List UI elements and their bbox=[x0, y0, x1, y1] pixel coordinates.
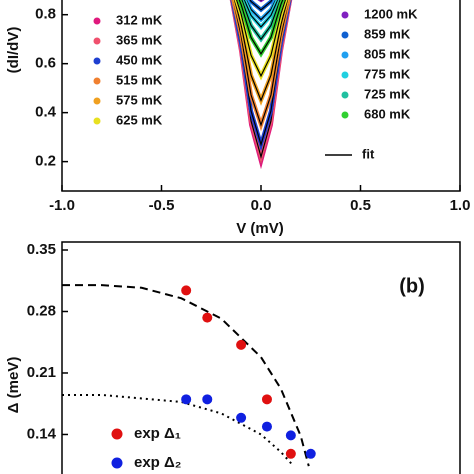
y-tick-label: 0.2 bbox=[35, 153, 56, 170]
fit-curve bbox=[233, 0, 289, 103]
y-tick-label: 0.35 bbox=[27, 241, 56, 258]
plot-frame bbox=[61, 241, 461, 474]
y-axis-label: (dI/dV) bbox=[5, 27, 22, 74]
legend-marker bbox=[341, 11, 349, 19]
y-tick-label: 0.4 bbox=[35, 104, 57, 121]
legend-label: exp Δ₂ bbox=[134, 454, 181, 471]
legend-label: 775 mK bbox=[364, 66, 411, 81]
legend-marker bbox=[341, 31, 349, 39]
x-axis-label: V (mV) bbox=[236, 220, 284, 237]
legend-marker bbox=[93, 117, 101, 125]
legend-label: 1200 mK bbox=[364, 6, 418, 21]
fit-curve bbox=[241, 0, 281, 41]
legend-label: 515 mK bbox=[116, 72, 163, 87]
x-tick-label: 1.0 bbox=[450, 197, 471, 214]
data-point bbox=[261, 394, 272, 405]
legend-label: fit bbox=[362, 146, 375, 161]
legend-marker bbox=[93, 97, 101, 105]
legend-label: 625 mK bbox=[116, 112, 163, 127]
legend-label: 365 mK bbox=[116, 32, 163, 47]
legend-marker bbox=[111, 428, 123, 440]
x-tick-label: 0.0 bbox=[251, 197, 272, 214]
data-point bbox=[236, 412, 247, 423]
data-point bbox=[261, 421, 272, 432]
fit-curve bbox=[62, 284, 310, 467]
legend-label: 680 mK bbox=[364, 106, 411, 121]
data-point bbox=[285, 430, 296, 441]
data-point bbox=[181, 285, 192, 296]
data-point bbox=[181, 394, 192, 405]
fit-curve bbox=[236, 0, 286, 78]
data-point bbox=[202, 394, 213, 405]
y-tick-label: 0.6 bbox=[35, 55, 56, 72]
y-tick-label: 0.14 bbox=[27, 425, 57, 442]
data-point bbox=[305, 448, 316, 459]
legend-label: 312 mK bbox=[116, 12, 163, 27]
legend-label: 725 mK bbox=[364, 86, 411, 101]
legend-label: 859 mK bbox=[364, 26, 411, 41]
x-tick-label: 0.5 bbox=[350, 197, 371, 214]
legend-marker bbox=[341, 51, 349, 59]
data-point bbox=[236, 339, 247, 350]
data-point bbox=[202, 312, 213, 323]
fit-curve bbox=[245, 0, 277, 21]
x-tick-label: -0.5 bbox=[149, 197, 175, 214]
legend-label: exp Δ₁ bbox=[134, 425, 181, 442]
legend-label: 575 mK bbox=[116, 92, 163, 107]
legend-marker bbox=[111, 457, 123, 469]
legend-marker bbox=[341, 71, 349, 79]
legend-marker bbox=[93, 57, 101, 65]
fit-curve bbox=[249, 0, 273, 11]
legend-label: 805 mK bbox=[364, 46, 411, 61]
legend-marker bbox=[341, 91, 349, 99]
panel-label: (b) bbox=[399, 275, 425, 297]
data-point bbox=[285, 448, 296, 459]
x-tick-label: -1.0 bbox=[49, 197, 75, 214]
legend-marker bbox=[93, 37, 101, 45]
y-tick-label: 0.8 bbox=[35, 6, 56, 23]
curves bbox=[229, 0, 293, 170]
legend-marker bbox=[341, 111, 349, 119]
y-tick-label: 0.21 bbox=[27, 364, 56, 381]
legend-marker bbox=[93, 17, 101, 25]
y-axis-label: Δ (meV) bbox=[5, 357, 22, 414]
fit-curve bbox=[238, 0, 284, 56]
y-tick-label: 0.28 bbox=[27, 302, 56, 319]
fits bbox=[62, 284, 310, 467]
legend-label: 450 mK bbox=[116, 52, 163, 67]
legend-marker bbox=[93, 77, 101, 85]
fit-curve bbox=[243, 0, 279, 28]
